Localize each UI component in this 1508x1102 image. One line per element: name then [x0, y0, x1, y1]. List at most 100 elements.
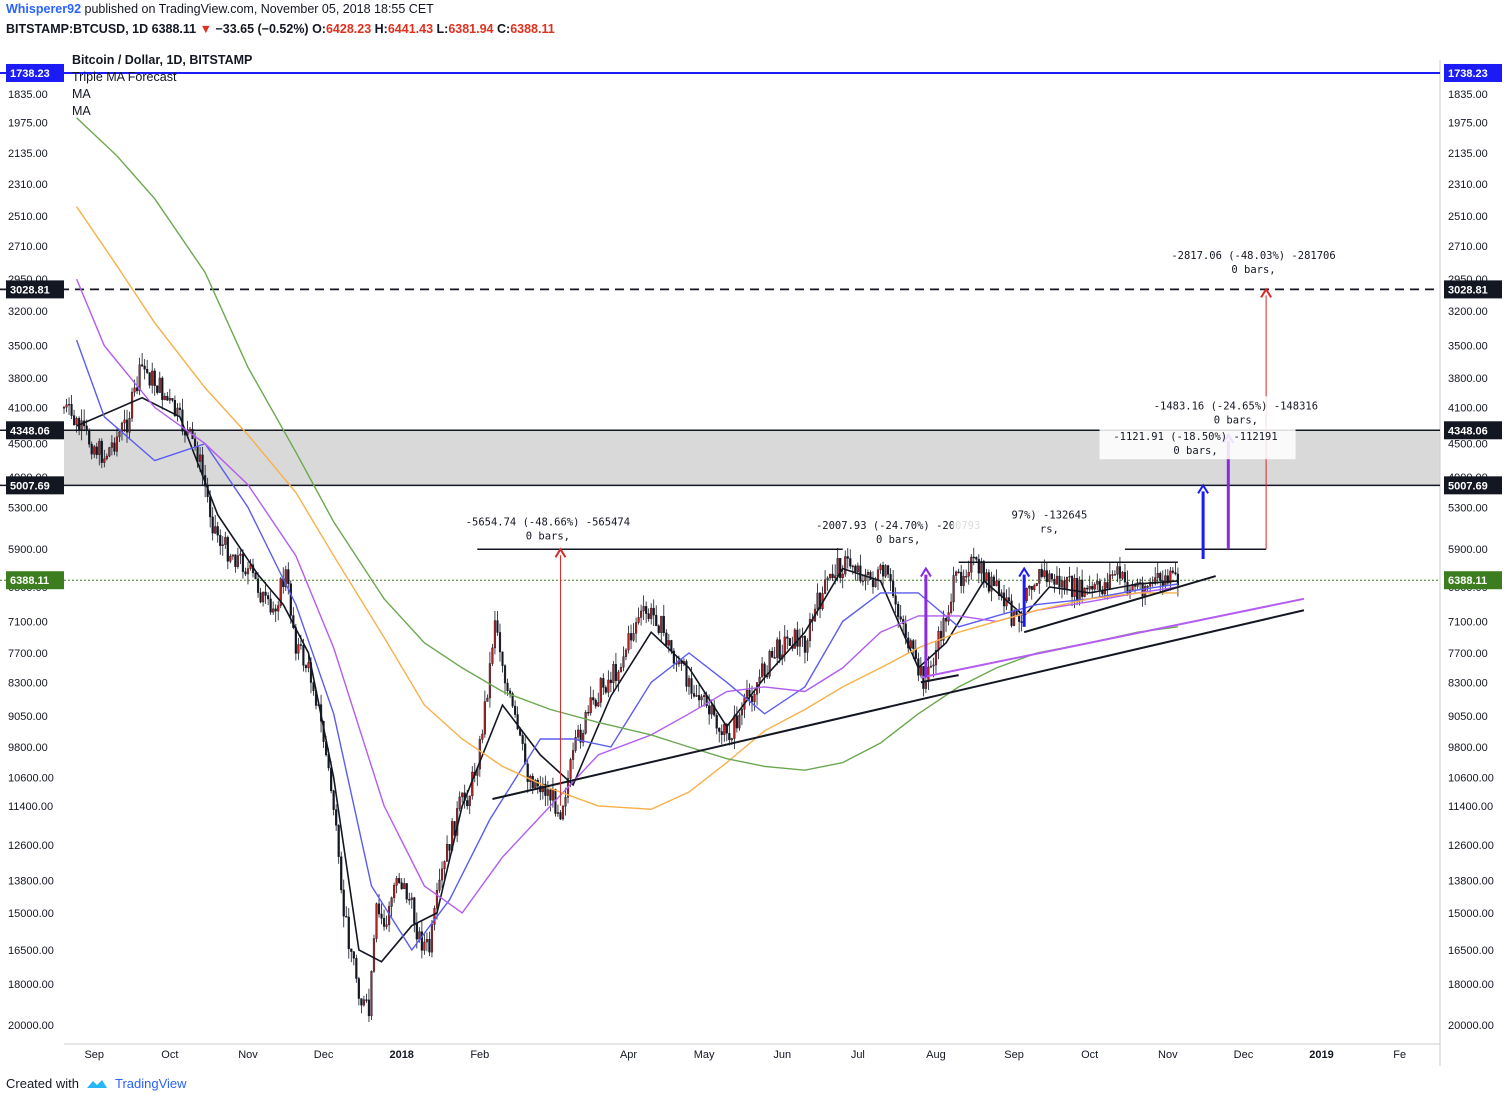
candle-body-383: [1028, 585, 1031, 589]
measure-label-0: -5654.74 (-48.66%) -565474: [466, 516, 630, 528]
candle-body-52: [193, 438, 197, 447]
candle-body-117: [357, 978, 360, 999]
measure-label-sub-0: 0 bars,: [526, 530, 570, 542]
y-tick-right-19: 8300.00: [1448, 677, 1488, 689]
candle-body-371: [997, 580, 1001, 596]
price-tag-right-text-0: 1738.23: [1448, 68, 1488, 80]
tradingview-brand-link[interactable]: TradingView: [114, 1076, 187, 1091]
candle-body-207: [584, 712, 587, 734]
y-tick-left-8: 3200.00: [8, 306, 48, 318]
y-tick-right-12: 4500.00: [1448, 439, 1488, 451]
y-tick-right-25: 13800.00: [1448, 875, 1494, 887]
candle-body-417: [1113, 574, 1116, 576]
candle-body-169: [488, 663, 491, 699]
candle-body-96: [304, 665, 308, 669]
y-tick-right-9: 3500.00: [1448, 341, 1488, 353]
price-tag-right-1: [1444, 280, 1502, 299]
candle-body-150: [440, 868, 444, 881]
candle-body-220: [617, 671, 620, 681]
measure-label-sub-3: 0 bars,: [1231, 264, 1275, 276]
legend-item-ma-1[interactable]: MA: [72, 87, 91, 101]
candle-body-111: [342, 889, 345, 917]
candle-body-79: [262, 591, 265, 603]
candle-body-153: [448, 844, 451, 851]
candle-body-354: [955, 571, 958, 576]
price-tag-right-text-4: 6388.11: [1448, 575, 1487, 587]
candle-body-119: [362, 999, 365, 1006]
price-tag-left-text-0: 1738.23: [10, 68, 50, 80]
legend-item-ma-2[interactable]: MA: [72, 104, 91, 118]
moving-average-line-0: [76, 396, 1178, 963]
candle-body-387: [1038, 569, 1041, 584]
price-change: −33.65 (−0.52%): [215, 22, 309, 36]
candle-body-359: [967, 572, 970, 577]
candle-body-61: [216, 526, 219, 536]
triangle-down-icon: ▼: [199, 22, 212, 36]
candle-body-68: [234, 554, 237, 567]
candle-body-29: [136, 387, 139, 392]
candle-body-254: [703, 695, 706, 697]
x-tick-8: Jun: [773, 1049, 791, 1061]
candle-body-281: [771, 651, 774, 658]
candle-body-271: [745, 689, 749, 699]
y-tick-left-25: 13800.00: [8, 875, 54, 887]
candle-body-109: [337, 825, 340, 857]
candle-body-309: [841, 573, 844, 579]
candle-body-81: [267, 595, 270, 600]
candle-body-63: [221, 544, 224, 546]
candle-body-171: [493, 620, 497, 649]
candle-body-280: [768, 651, 771, 677]
candle-body-28: [133, 387, 136, 393]
y-tick-left-11: 4100.00: [8, 402, 48, 414]
candle-body-110: [340, 856, 343, 891]
candle-body-170: [491, 647, 494, 664]
candle-body-349: [942, 618, 945, 641]
price-tag-left-0: [6, 63, 64, 82]
candle-body-226: [632, 633, 635, 641]
candle-body-46: [178, 407, 182, 410]
candle-body-59: [211, 516, 214, 534]
candle-body-431: [1149, 581, 1152, 587]
candle-body-385: [1033, 585, 1036, 590]
price-tag-left-text-1: 3028.81: [10, 284, 50, 296]
candle-body-22: [118, 431, 121, 438]
candle-body-277: [760, 663, 764, 678]
candle-body-194: [551, 789, 554, 801]
candle-body-435: [1159, 572, 1162, 581]
candle-body-249: [690, 678, 693, 694]
legend-item-triple-ma[interactable]: Triple MA Forecast: [72, 70, 177, 84]
candle-body-317: [861, 580, 864, 583]
candle-body-157: [458, 796, 461, 809]
candle-body-438: [1166, 575, 1169, 584]
candle-body-313: [851, 565, 854, 568]
candle-body-283: [776, 639, 779, 658]
y-tick-left-19: 8300.00: [8, 677, 48, 689]
moving-average-line-4: [76, 117, 1178, 771]
y-tick-right-26: 15000.00: [1448, 908, 1494, 920]
y-tick-left-4: 2310.00: [8, 179, 48, 191]
measure-label-bg-4: [1139, 396, 1336, 429]
open-value: 6428.23: [325, 22, 372, 36]
candle-body-366: [985, 572, 988, 582]
candle-body-120: [365, 999, 368, 1001]
candle-body-407: [1088, 586, 1091, 590]
candle-body-83: [272, 608, 275, 613]
author-link[interactable]: Whisperer92: [6, 2, 82, 16]
measure-arrow-head-1: [920, 566, 932, 578]
candle-body-43: [171, 398, 174, 401]
candle-body-268: [738, 714, 741, 729]
candle-body-58: [209, 496, 212, 518]
candle-body-80: [264, 591, 267, 596]
x-tick-16: Fe: [1393, 1049, 1406, 1061]
candle-body-128: [385, 924, 388, 927]
candle-body-206: [582, 733, 585, 743]
candle-body-294: [803, 636, 807, 653]
y-tick-left-28: 18000.00: [8, 979, 54, 991]
candle-body-133: [398, 878, 401, 883]
candle-body-439: [1169, 570, 1172, 584]
candle-body-5: [75, 418, 78, 426]
candle-body-225: [629, 633, 633, 641]
candle-body-360: [970, 556, 973, 573]
trend-line-2: [920, 674, 959, 684]
